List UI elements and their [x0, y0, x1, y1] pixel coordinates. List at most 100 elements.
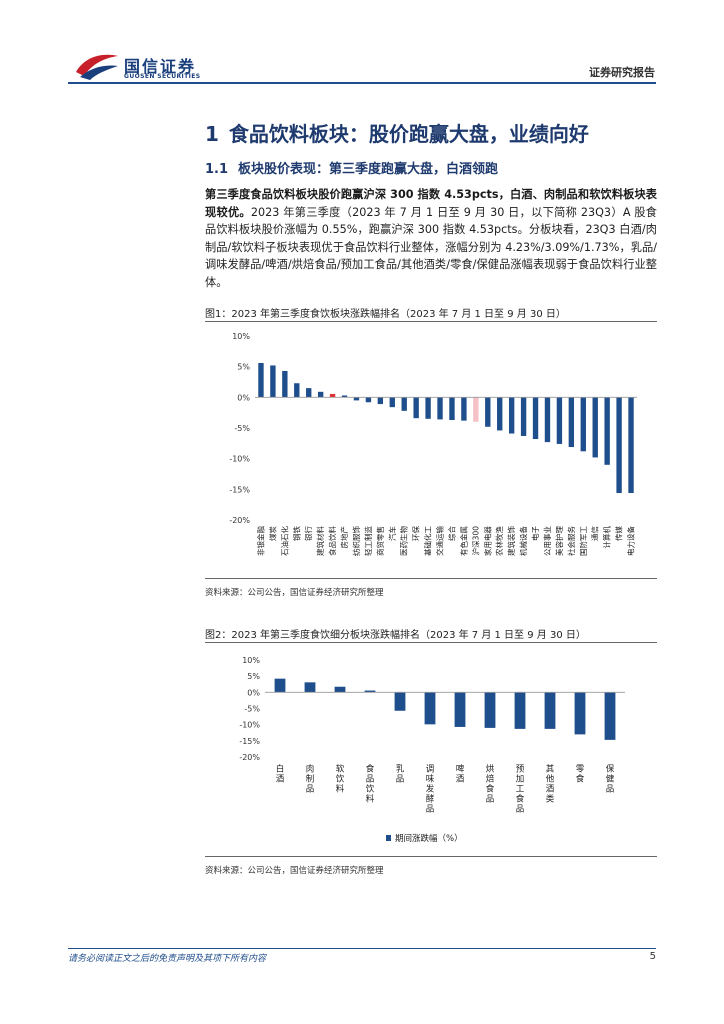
chart1-x-label: 非银金融: [255, 526, 265, 556]
chart1-x-label: 电子: [530, 526, 540, 541]
chart1-x-label: 有色金属: [458, 526, 468, 556]
chart1-bar: [329, 393, 336, 398]
chart1-bar: [282, 370, 288, 398]
chart2-bar: [304, 682, 316, 693]
chart1-x-label: 纺织服饰: [351, 526, 361, 556]
chart1-bar: [413, 397, 419, 419]
body-lead: 第三季度食品饮料板块股价跑赢沪深 300 指数 4.53pcts，白酒、肉制品和…: [205, 188, 657, 219]
chart1-x-label: 基础化工: [423, 526, 433, 556]
chart1-x-label: 交通运输: [435, 526, 445, 556]
chart1-bar: [425, 397, 431, 419]
chart1-x-label: 传媒: [614, 526, 624, 541]
subsection-heading: 1.1 板块股价表现：第三季度跑赢大盘，白酒领跑: [205, 158, 498, 177]
chart1-bar: [294, 383, 300, 398]
chart1-bar: [389, 397, 395, 408]
chart2-y-tick: -20%: [239, 753, 260, 762]
chart1-bar: [520, 397, 527, 436]
chart1-bar: [461, 397, 467, 421]
chart2-x-label: 啤酒: [456, 764, 465, 785]
chart1-y-tick: -20%: [229, 516, 250, 525]
figure1-title: 图1：2023 年第三季度食饮板块涨跌幅排名（2023 年 7 月 1 日至 9…: [205, 309, 566, 320]
chart1-x-label: 石油石化: [279, 526, 289, 556]
chart1-x-label: 沪深300: [470, 526, 480, 556]
header-divider: [68, 82, 656, 84]
chart1-bar: [365, 397, 372, 403]
chart1-bar: [449, 397, 455, 421]
subsection-number: 1.1: [205, 162, 229, 177]
chart1-y-tick: -5%: [234, 424, 250, 433]
chart2-y-tick: 10%: [242, 656, 260, 665]
chart1-x-label: 电力设备: [626, 526, 636, 556]
chart1-x-label: 农林牧渔: [494, 526, 504, 556]
chart2-x-label: 调味发酵品: [426, 765, 435, 815]
chart1-bar: [616, 397, 622, 494]
section-title: 食品饮料板块：股价跑赢大盘，业绩向好: [228, 122, 589, 146]
figure1-source: 资料来源：公司公告，国信证券经济研究所整理: [205, 588, 384, 598]
figure2-top-rule: [205, 642, 657, 643]
figure2-source: 资料来源：公司公告，国信证券经济研究所整理: [205, 866, 384, 876]
chart1-bar: [544, 397, 551, 443]
chart1-bar: [592, 397, 598, 458]
subsection-title: 板块股价表现：第三季度跑赢大盘，白酒领跑: [238, 162, 499, 177]
chart1-x-label: 建筑材料: [315, 526, 325, 556]
chart1-x-label: 综合: [446, 526, 456, 541]
page-number: 5: [649, 951, 656, 962]
report-type: 证券研究报告: [589, 66, 655, 79]
chart2-x-label: 预加工食品: [516, 764, 525, 815]
chart1-x-label: 汽车: [387, 526, 397, 541]
chart1-x-label: 钢铁: [291, 526, 301, 541]
chart2-y-tick: 0%: [247, 688, 260, 697]
chart1-x-label: 银行: [303, 526, 313, 541]
chart1-bar: [497, 397, 503, 431]
chart1-x-label: 食品饮料: [327, 526, 337, 556]
chart1-x-label: 轻工制造: [363, 526, 373, 556]
chart1-bar: [604, 397, 610, 465]
chart2-bar: [514, 692, 526, 729]
chart1-x-label: 煤炭: [267, 526, 277, 541]
figure2-chart: 10% 5% 0% -5% -10% -15% -20% 白酒 肉制品 软饮料 食品饮料 乳品 调味发酵…: [239, 656, 625, 844]
section-number: 1: [205, 122, 219, 146]
figure1-bottom-rule: [205, 578, 657, 579]
section-heading: 1 食品饮料板块：股价跑赢大盘，业绩向好: [205, 118, 589, 147]
chart2-x-label: 白酒: [276, 764, 285, 785]
chart1-x-label: 通信: [590, 526, 600, 541]
chart1-bar: [437, 397, 443, 420]
chart1-x-label: 家用电器: [482, 526, 492, 556]
chart2-bar: [334, 686, 346, 693]
chart2-y-tick: -10%: [239, 721, 260, 730]
chart2-x-label: 食品饮料: [366, 764, 375, 805]
chart1-bar: [401, 397, 407, 411]
chart1-bar: [341, 395, 348, 398]
chart2-y-tick: -5%: [244, 705, 260, 714]
guosen-logo-icon: [76, 54, 118, 80]
chart1-bar: [377, 397, 384, 405]
logo-name-cn: 国信证券: [124, 57, 197, 76]
chart1-x-label: 机械设备: [518, 526, 528, 556]
logo-name-en: GUOSEN SECURITIES: [124, 73, 201, 80]
chart1-y-tick: 5%: [237, 363, 250, 372]
chart2-bar: [424, 692, 436, 725]
chart1-bar: [353, 397, 360, 401]
chart1-y-tick: 0%: [237, 393, 250, 402]
chart1-y-tick: -15%: [229, 485, 250, 494]
body-rest: 2023 年第三季度（2023 年 7 月 1 日至 9 月 30 日，以下简称…: [205, 205, 657, 289]
figure2-bottom-rule: [205, 856, 657, 857]
chart2-x-label: 肉制品: [306, 764, 315, 795]
chart1-x-label: 国防军工: [578, 526, 588, 556]
chart2-bar: [454, 692, 466, 727]
chart1-bar: [306, 388, 312, 398]
footer-divider: [68, 948, 656, 949]
chart1-x-label: 社会服务: [566, 526, 576, 556]
chart2-bar: [364, 690, 376, 693]
chart2-x-label: 其他酒类: [546, 765, 555, 805]
chart1-bar: [258, 362, 264, 398]
chart1-bar: [508, 397, 515, 434]
chart1-x-label: 环保: [412, 526, 421, 541]
chart1-x-label: 房地产: [339, 526, 349, 549]
chart1-bar: [568, 397, 575, 448]
chart2-x-label: 零食: [576, 765, 585, 785]
chart2-bar: [394, 692, 406, 711]
chart1-bar: [270, 365, 276, 398]
footer-disclaimer: 请务必阅读正文之后的免责声明及其项下所有内容: [68, 954, 267, 964]
chart1-bar: [317, 391, 324, 398]
